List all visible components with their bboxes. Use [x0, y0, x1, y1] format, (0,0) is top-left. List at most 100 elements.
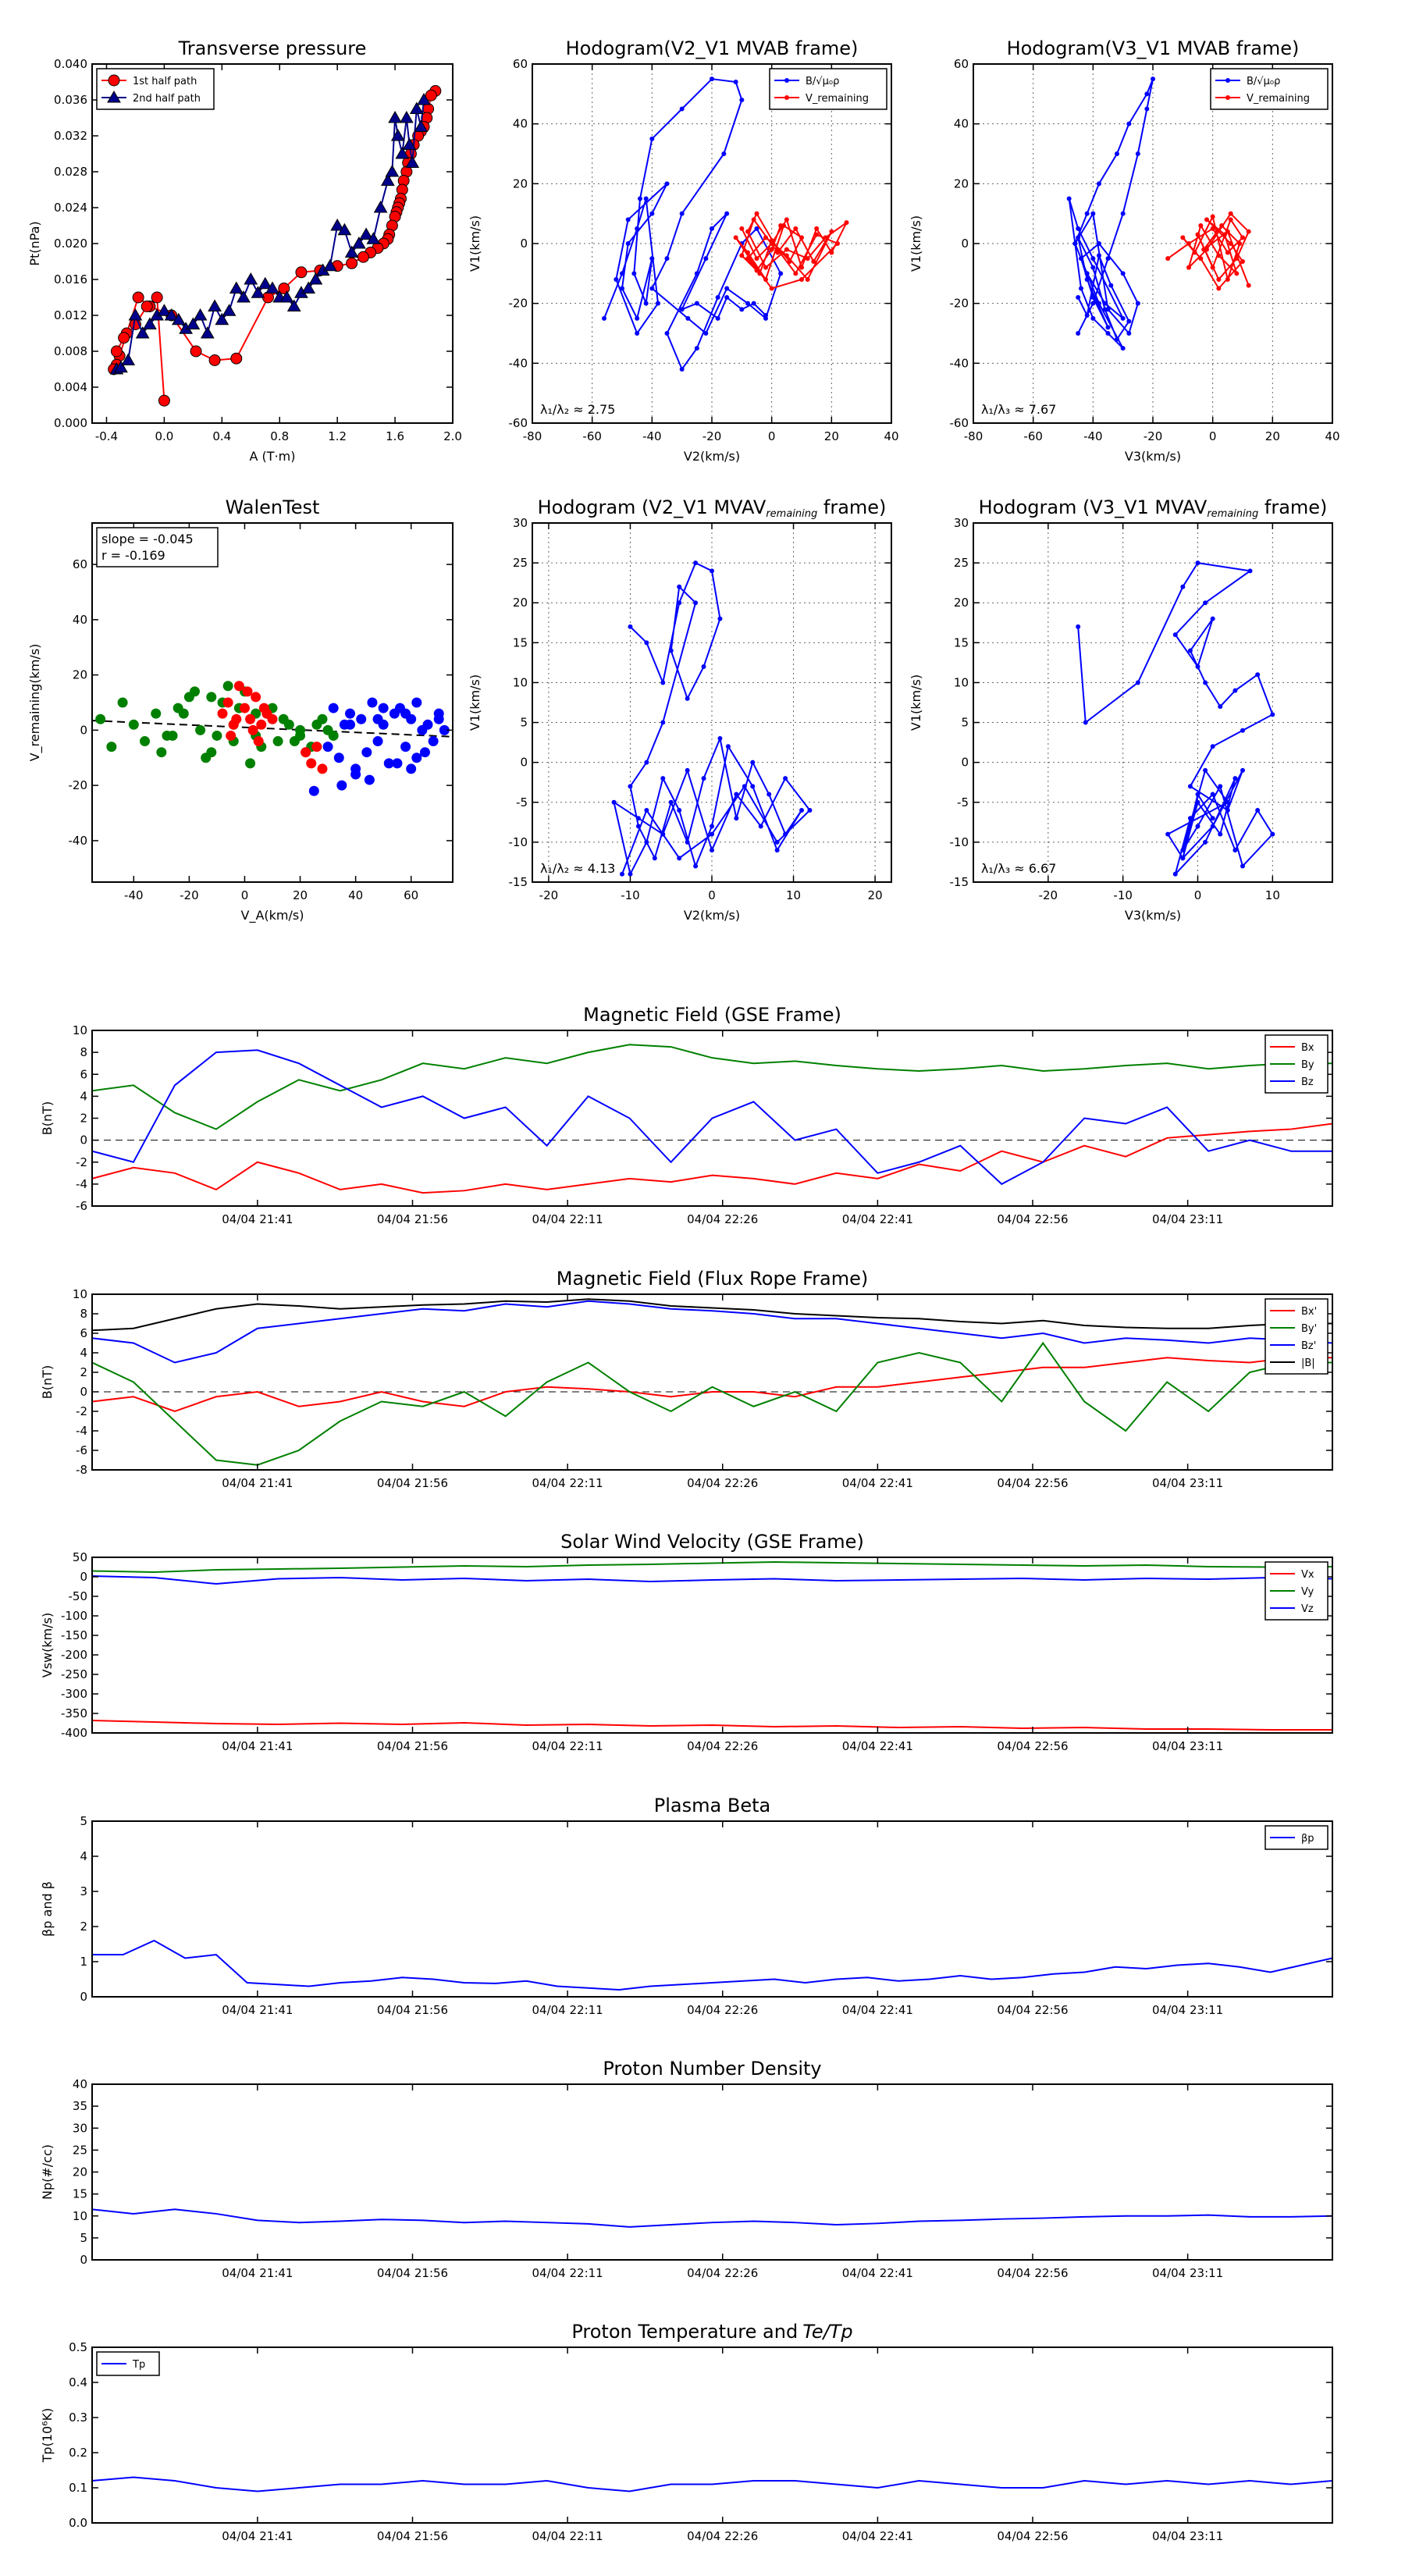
legend-label: B/√μ₀ρ — [1247, 76, 1280, 87]
x-tick-label: 20 — [868, 888, 883, 902]
data-point — [701, 776, 706, 781]
data-point — [1195, 824, 1200, 829]
chart-title: WalenTest — [226, 496, 320, 518]
data-point — [724, 295, 730, 300]
panel-hodogram-v3-v1-mvav: -15 -10 -5 0 5 10 15 20 25 30 -20 -10 0 10 Hodogram (V… — [909, 496, 1333, 923]
data-point — [172, 312, 186, 326]
legend-label: Bz — [1301, 1076, 1314, 1088]
y-tick-label: 15 — [73, 2187, 87, 2201]
y-tick-label: 2 — [80, 1112, 87, 1126]
data-point — [414, 119, 429, 132]
data-point — [308, 785, 319, 796]
data-point — [703, 256, 709, 262]
data-point — [1240, 863, 1245, 869]
series-line — [92, 1357, 1332, 1413]
legend-label: By — [1301, 1059, 1314, 1071]
data-point — [685, 839, 690, 845]
y-tick-label: -6 — [76, 1443, 87, 1457]
data-point — [664, 181, 670, 187]
data-point — [189, 686, 200, 697]
x-tick-label: 04/04 21:41 — [222, 2266, 293, 2280]
y-axis-label: V1(km/s) — [909, 215, 923, 272]
plot-area — [95, 681, 450, 796]
x-tick-label: 04/04 22:56 — [997, 1212, 1068, 1226]
data-point — [710, 848, 714, 853]
data-point — [1225, 799, 1230, 805]
y-tick-label: -15 — [509, 875, 528, 889]
series-line — [1077, 562, 1274, 875]
data-point — [1079, 256, 1083, 262]
data-point — [799, 235, 804, 240]
data-point — [1097, 241, 1101, 246]
data-point — [649, 136, 655, 141]
data-point — [295, 730, 306, 741]
fit-line — [91, 720, 454, 738]
data-point — [733, 80, 738, 84]
data-point — [1228, 211, 1233, 216]
data-point — [677, 808, 682, 813]
data-point — [733, 235, 738, 240]
data-point — [1187, 784, 1193, 789]
y-tick-label: 0.1 — [69, 2481, 87, 2495]
series-line — [613, 561, 811, 877]
data-point — [1180, 584, 1186, 589]
data-point — [345, 719, 356, 730]
data-point — [208, 299, 222, 311]
data-point — [745, 256, 750, 262]
y-tick-label: 0 — [520, 237, 528, 251]
data-point — [1079, 286, 1083, 291]
series--b- — [92, 1298, 1332, 1332]
data-point — [751, 301, 756, 306]
data-point — [1195, 560, 1200, 566]
data-point — [784, 217, 789, 222]
legend-label: Bx — [1301, 1042, 1314, 1054]
data-point — [1126, 121, 1132, 126]
y-tick-label: -150 — [61, 1628, 87, 1642]
plot-area — [92, 1560, 1332, 1731]
x-tick-label: 40 — [348, 888, 363, 902]
data-point — [1076, 331, 1081, 336]
y-tick-label: 0 — [80, 1133, 87, 1147]
data-point — [253, 736, 264, 747]
legend-label: Tp — [132, 2359, 145, 2371]
x-tick-label: -40 — [124, 888, 144, 902]
data-point — [267, 713, 278, 724]
data-point — [1247, 568, 1253, 574]
data-point — [734, 816, 739, 821]
data-point — [679, 211, 685, 216]
data-point — [1115, 336, 1119, 342]
data-point — [739, 226, 745, 231]
data-point — [272, 736, 283, 747]
y-tick-label: 15 — [513, 635, 528, 649]
data-point — [215, 312, 229, 326]
y-tick-label: 30 — [73, 2121, 87, 2135]
data-point — [694, 346, 699, 351]
data-point — [783, 776, 788, 781]
data-point — [767, 792, 772, 797]
data-point — [710, 824, 714, 829]
legend-label: By' — [1301, 1323, 1317, 1335]
y-tick-label: 0.012 — [54, 308, 87, 322]
data-point — [1076, 226, 1081, 231]
data-point — [364, 774, 375, 785]
data-point — [346, 257, 358, 269]
chart-title: Magnetic Field (Flux Rope Frame) — [557, 1268, 868, 1290]
data-point — [1120, 211, 1126, 216]
data-point — [322, 742, 333, 753]
y-tick-label: 40 — [513, 117, 528, 131]
data-point — [1203, 600, 1208, 606]
data-point — [628, 871, 633, 877]
title-subscript: remaining — [1207, 508, 1258, 520]
x-tick-label: 40 — [884, 429, 898, 443]
y-tick-label: 30 — [954, 516, 969, 530]
data-point — [385, 164, 400, 177]
data-point — [1192, 250, 1197, 255]
data-point — [1225, 250, 1230, 255]
legend-label: Vy — [1301, 1586, 1314, 1598]
y-tick-label: 0.5 — [69, 2340, 87, 2354]
x-tick-label: -80 — [523, 429, 542, 443]
data-point — [301, 281, 316, 294]
data-point — [693, 600, 699, 606]
data-point — [156, 747, 167, 758]
series-line — [92, 1575, 1332, 1585]
